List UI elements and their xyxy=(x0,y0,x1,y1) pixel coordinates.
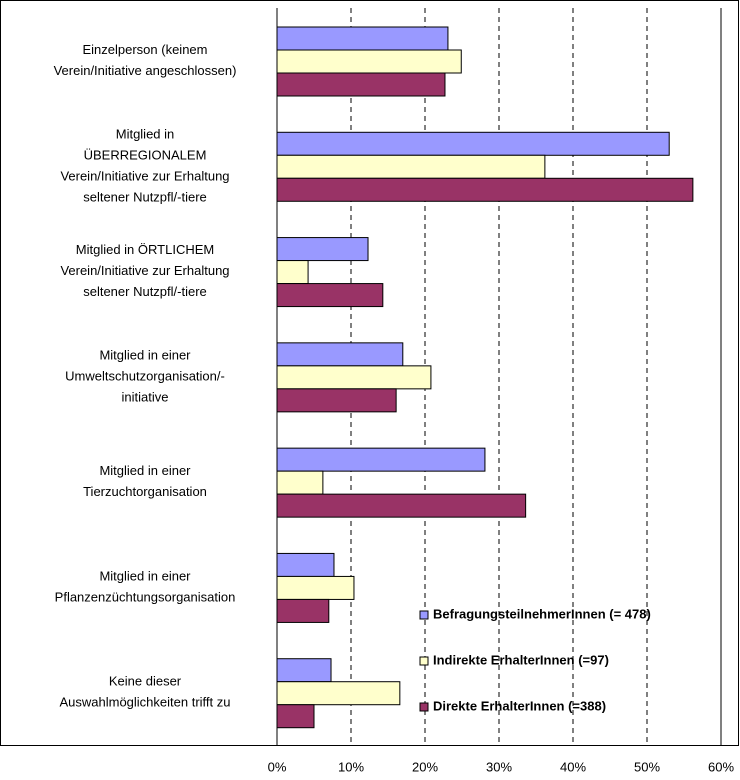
x-tick-label: 0% xyxy=(268,759,287,774)
category-label: Mitglied in einer Tierzuchtorganisation xyxy=(83,464,207,500)
bar xyxy=(276,704,315,729)
category-label: Mitglied in einer Pflanzenzüchtungsorgani… xyxy=(55,569,236,605)
bar xyxy=(276,72,446,97)
bar xyxy=(276,552,335,577)
category-label: Keine dieser Auswahlmöglichkeiten trifft … xyxy=(59,674,230,710)
legend-swatch xyxy=(419,610,429,620)
legend-swatch xyxy=(419,702,429,712)
bar xyxy=(276,365,432,390)
x-tick-label: 40% xyxy=(560,759,586,774)
bar xyxy=(276,177,694,202)
bar xyxy=(276,681,401,706)
legend-label: Direkte ErhalterInnen (=388) xyxy=(433,698,606,713)
bar xyxy=(276,49,462,74)
bar xyxy=(276,260,309,285)
category-label: Einzelperson (keinem Verein/Initiative an… xyxy=(54,42,237,78)
bar xyxy=(276,493,527,518)
category-label: Mitglied in einer Umweltschutzorganisatio… xyxy=(65,348,225,405)
bar xyxy=(276,237,369,262)
bar xyxy=(276,26,449,51)
bar xyxy=(276,598,330,623)
x-tick-label: 30% xyxy=(486,759,512,774)
x-tick-label: 10% xyxy=(338,759,364,774)
legend-label: Indirekte ErhalterInnen (=97) xyxy=(433,652,609,667)
bar xyxy=(276,447,486,472)
bar xyxy=(276,154,546,179)
category-label: Mitglied in ÜBERREGIONALEM Verein/Initiati… xyxy=(60,127,229,205)
category-label: Mitglied in ÖRTLICHEM Verein/Initiative z… xyxy=(60,243,229,300)
chart-frame xyxy=(0,0,739,746)
legend-label: BefragungsteilnehmerInnen (= 478) xyxy=(433,606,651,621)
bar xyxy=(276,283,384,308)
bar xyxy=(276,658,332,683)
x-tick-label: 60% xyxy=(708,759,734,774)
bar xyxy=(276,131,670,156)
bar xyxy=(276,342,404,367)
bar xyxy=(276,470,324,495)
x-tick-label: 50% xyxy=(634,759,660,774)
bar xyxy=(276,388,397,413)
legend-swatch xyxy=(419,656,429,666)
bar xyxy=(276,575,355,600)
x-tick-label: 20% xyxy=(412,759,438,774)
